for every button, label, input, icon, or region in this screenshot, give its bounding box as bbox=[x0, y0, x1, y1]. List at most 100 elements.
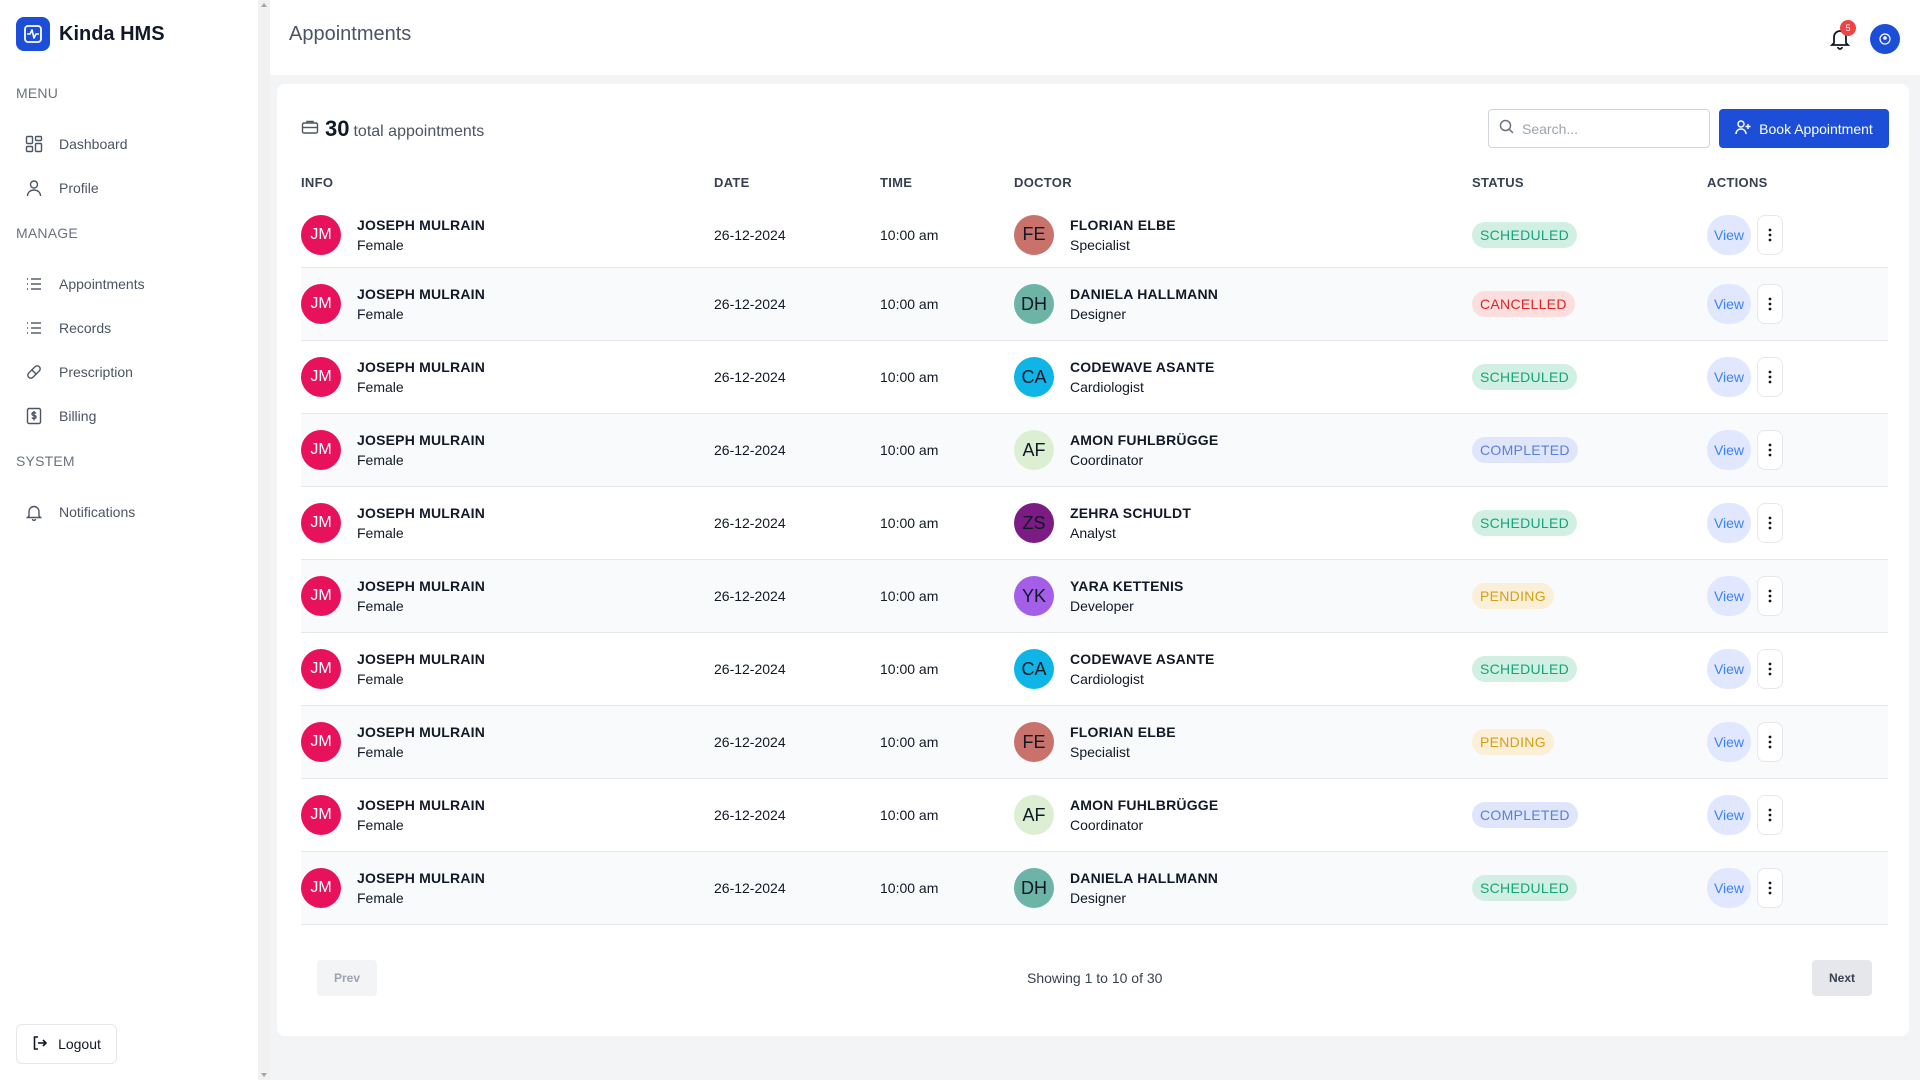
sidebar-item-records[interactable]: Records bbox=[24, 316, 111, 340]
patient-name: JOSEPH MULRAIN bbox=[357, 505, 486, 521]
more-actions-button[interactable] bbox=[1757, 503, 1783, 543]
doctor-role: Specialist bbox=[1070, 744, 1130, 760]
view-button[interactable]: View bbox=[1707, 284, 1751, 324]
sidebar-item-dashboard[interactable]: Dashboard bbox=[24, 132, 128, 156]
scroll-down-arrow-icon[interactable] bbox=[261, 1073, 267, 1077]
sidebar-item-notifications[interactable]: Notifications bbox=[24, 500, 135, 524]
patient-gender: Female bbox=[357, 236, 404, 253]
doctor-info: ZEHRA SCHULDT Analyst bbox=[1070, 505, 1191, 541]
appointment-time: 10:00 am bbox=[880, 369, 939, 385]
sidebar-item-label: Records bbox=[59, 320, 112, 336]
more-actions-button[interactable] bbox=[1757, 576, 1783, 616]
doctor-role: Developer bbox=[1070, 598, 1134, 614]
appointment-time: 10:00 am bbox=[880, 661, 939, 677]
patient-avatar: JM bbox=[301, 868, 341, 908]
book-appointment-label: Book Appointment bbox=[1759, 120, 1873, 137]
table-row[interactable]: JM JOSEPH MULRAIN Female 26-12-2024 10:00 am… bbox=[301, 706, 1888, 779]
next-page-button[interactable]: Next bbox=[1812, 960, 1872, 996]
patient-gender: Female bbox=[357, 598, 404, 614]
table-row[interactable]: JM JOSEPH MULRAIN Female 26-12-2024 10:00 am… bbox=[301, 560, 1888, 633]
doctor-role: Cardiologist bbox=[1070, 671, 1144, 687]
table-row[interactable]: JM JOSEPH MULRAIN Female 26-12-2024 10:00 am… bbox=[301, 341, 1888, 414]
prev-page-button[interactable]: Prev bbox=[317, 960, 377, 996]
table-row[interactable]: JM JOSEPH MULRAIN Female 26-12-2024 10:00 am… bbox=[301, 414, 1888, 487]
more-actions-button[interactable] bbox=[1757, 795, 1783, 835]
table-row[interactable]: JM JOSEPH MULRAIN Female 26-12-2024 10:00 am… bbox=[301, 268, 1888, 341]
patient-avatar: JM bbox=[301, 430, 341, 470]
more-actions-button[interactable] bbox=[1757, 868, 1783, 908]
sidebar-item-appointments[interactable]: Appointments bbox=[24, 272, 145, 296]
more-actions-button[interactable] bbox=[1757, 722, 1783, 762]
more-actions-button[interactable] bbox=[1757, 284, 1783, 324]
view-button[interactable]: View bbox=[1707, 868, 1751, 908]
sidebar: Kinda HMS MENU Dashboard Profile MANAGE … bbox=[0, 0, 258, 1080]
heartbeat-logo-icon bbox=[16, 17, 50, 51]
doctor-info: AMON FUHLBRÜGGE Coordinator bbox=[1070, 432, 1218, 468]
search-input[interactable] bbox=[1522, 120, 1692, 137]
more-actions-button[interactable] bbox=[1757, 357, 1783, 397]
view-button[interactable]: View bbox=[1707, 357, 1751, 397]
table-row[interactable]: JM JOSEPH MULRAIN Female 26-12-2024 10:00 am… bbox=[301, 779, 1888, 852]
view-button[interactable]: View bbox=[1707, 576, 1751, 616]
search-box[interactable] bbox=[1488, 109, 1710, 148]
doctor-info: FLORIAN ELBE Specialist bbox=[1070, 217, 1176, 253]
user-avatar[interactable] bbox=[1870, 24, 1900, 54]
doctor-name: FLORIAN ELBE bbox=[1070, 724, 1176, 740]
user-icon bbox=[24, 178, 44, 198]
view-button[interactable]: View bbox=[1707, 795, 1751, 835]
patient-info: JOSEPH MULRAIN Female bbox=[357, 578, 485, 614]
view-button[interactable]: View bbox=[1707, 430, 1751, 470]
more-actions-button[interactable] bbox=[1757, 214, 1783, 255]
appointment-date: 26-12-2024 bbox=[714, 588, 786, 604]
brand[interactable]: Kinda HMS bbox=[16, 17, 165, 51]
doctor-name: AMON FUHLBRÜGGE bbox=[1070, 432, 1219, 448]
view-button[interactable]: View bbox=[1707, 649, 1751, 689]
doctor-avatar: ZS bbox=[1014, 503, 1054, 543]
status-badge: SCHEDULED bbox=[1472, 221, 1578, 248]
status-badge: SCHEDULED bbox=[1472, 510, 1578, 536]
book-appointment-button[interactable]: Book Appointment bbox=[1719, 109, 1889, 148]
search-icon bbox=[1499, 119, 1514, 139]
scroll-up-arrow-icon[interactable] bbox=[261, 3, 267, 7]
view-button[interactable]: View bbox=[1707, 214, 1751, 255]
logout-button[interactable]: Logout bbox=[16, 1024, 117, 1064]
table-row[interactable]: JM JOSEPH MULRAIN Female 26-12-2024 10:00 am… bbox=[301, 487, 1888, 560]
section-label-menu: MENU bbox=[16, 85, 59, 101]
more-actions-button[interactable] bbox=[1757, 430, 1783, 470]
patient-avatar: JM bbox=[301, 649, 341, 689]
table-row[interactable]: JM JOSEPH MULRAIN Female 26-12-2024 10:00 am… bbox=[301, 852, 1888, 925]
doctor-name: CODEWAVE ASANTE bbox=[1070, 359, 1215, 375]
doctor-role: Designer bbox=[1070, 890, 1127, 906]
app-name: Kinda HMS bbox=[59, 22, 165, 45]
table-row[interactable]: JM JOSEPH MULRAIN Female 26-12-2024 10:00 am… bbox=[301, 202, 1888, 268]
patient-name: JOSEPH MULRAIN bbox=[357, 724, 486, 740]
sidebar-item-billing[interactable]: Billing bbox=[24, 404, 96, 428]
view-button[interactable]: View bbox=[1707, 722, 1751, 762]
top-header: Appointments 5 bbox=[270, 0, 1920, 75]
patient-gender: Female bbox=[357, 744, 404, 760]
notification-count-badge: 5 bbox=[1840, 20, 1856, 36]
doctor-role: Cardiologist bbox=[1070, 379, 1144, 395]
doctor-name: AMON FUHLBRÜGGE bbox=[1070, 797, 1219, 813]
sidebar-item-prescription[interactable]: Prescription bbox=[24, 360, 133, 384]
appointment-time: 10:00 am bbox=[880, 734, 939, 750]
appointment-date: 26-12-2024 bbox=[714, 296, 786, 312]
appointment-time: 10:00 am bbox=[880, 442, 939, 458]
patient-avatar: JM bbox=[301, 795, 341, 835]
view-button[interactable]: View bbox=[1707, 503, 1751, 543]
sidebar-scrollbar[interactable] bbox=[258, 0, 270, 1080]
sidebar-item-label: Dashboard bbox=[59, 136, 128, 152]
total-count: 30 bbox=[325, 116, 350, 141]
table-row[interactable]: JM JOSEPH MULRAIN Female 26-12-2024 10:00 am… bbox=[301, 633, 1888, 706]
appointment-time: 10:00 am bbox=[880, 296, 939, 312]
appointment-time: 10:00 am bbox=[880, 226, 939, 243]
doctor-avatar: AF bbox=[1014, 430, 1054, 470]
sidebar-item-label: Profile bbox=[59, 180, 99, 196]
more-actions-button[interactable] bbox=[1757, 649, 1783, 689]
more-vertical-icon bbox=[1768, 228, 1772, 242]
patient-name: JOSEPH MULRAIN bbox=[357, 870, 486, 886]
sidebar-item-profile[interactable]: Profile bbox=[24, 176, 99, 200]
status-badge: COMPLETED bbox=[1472, 802, 1578, 828]
doctor-info: CODEWAVE ASANTE Cardiologist bbox=[1070, 359, 1215, 395]
patient-info: JOSEPH MULRAIN Female bbox=[357, 286, 485, 322]
